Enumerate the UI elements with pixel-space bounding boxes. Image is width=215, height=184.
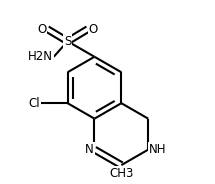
Text: S: S	[64, 35, 71, 48]
Text: Cl: Cl	[28, 97, 40, 110]
Text: H2N: H2N	[28, 50, 53, 63]
Text: O: O	[37, 23, 46, 36]
Text: CH3: CH3	[109, 167, 134, 180]
Text: NH: NH	[149, 143, 167, 156]
Text: N: N	[85, 143, 94, 156]
Text: O: O	[89, 23, 98, 36]
